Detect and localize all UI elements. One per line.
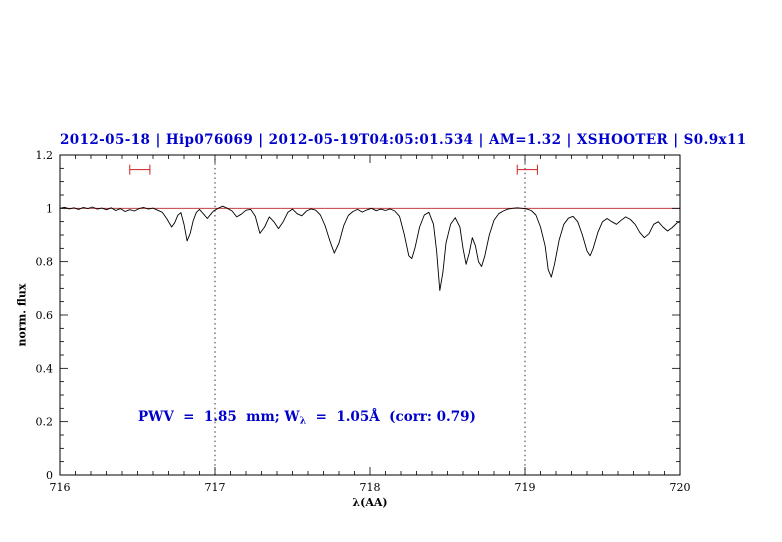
chart-title: 2012-05-18 | Hip076069 | 2012-05-19T04:0… [60, 132, 747, 148]
tick-label: 720 [670, 481, 691, 494]
tick-label: 0.8 [36, 256, 54, 269]
tick-label: 0.2 [36, 416, 54, 429]
spectrum-line [59, 205, 681, 291]
tick-label: 1 [46, 202, 53, 215]
tick-label: 719 [515, 481, 536, 494]
pwv-annotation-post: = 1.05Å (corr: 0.79) [306, 409, 476, 425]
tick-label: 716 [50, 481, 71, 494]
tick-label: 717 [205, 481, 226, 494]
lambda-subscript: λ [299, 415, 307, 427]
tick-label: 1.2 [36, 149, 54, 162]
plot-border [59, 154, 681, 476]
x-axis-label: λ(AA) [352, 496, 388, 509]
pwv-annotation: PWV = 1.85 mm; Wλ = 1.05Å (corr: 0.79) [138, 409, 476, 426]
tick-label: 0.6 [36, 309, 54, 322]
pwv-annotation-pre: PWV = 1.85 mm; W [138, 409, 300, 425]
tick-label: 0.4 [36, 362, 54, 375]
y-axis-label: norm. flux [15, 283, 29, 347]
tick-label: 0 [46, 469, 53, 482]
tick-label: 718 [360, 481, 381, 494]
